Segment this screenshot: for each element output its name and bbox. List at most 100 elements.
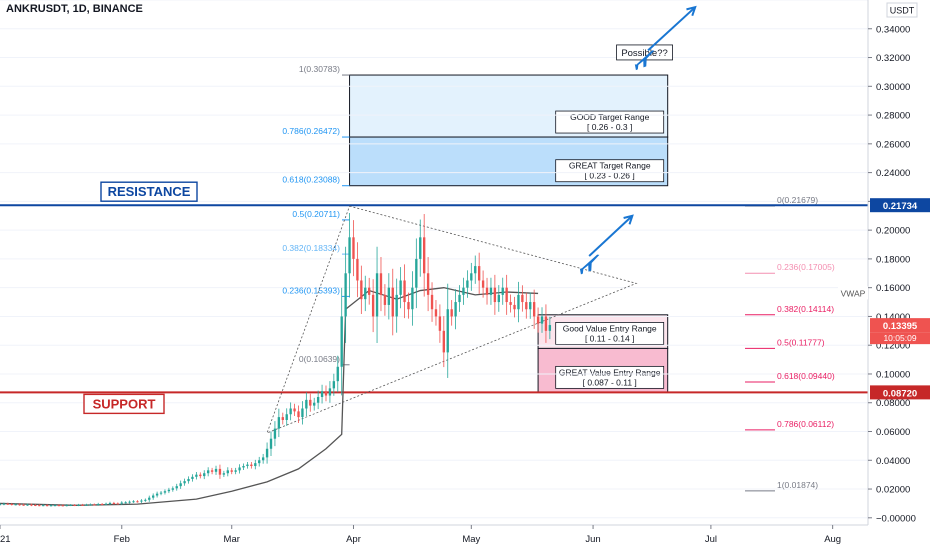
candle-body: [53, 505, 57, 507]
candle-body: [171, 488, 174, 490]
candle-body: [364, 287, 367, 300]
candle-body: [395, 294, 398, 317]
candle-body: [332, 381, 336, 389]
candle-body: [285, 414, 288, 420]
candle-body: [97, 504, 100, 505]
candle-body: [297, 411, 300, 418]
candle-body: [525, 302, 528, 310]
y-tick-label: 0.02000: [876, 485, 910, 496]
candle-body: [261, 457, 265, 461]
candle-body: [399, 280, 402, 295]
candle-body: [293, 408, 296, 412]
candle-body: [69, 505, 72, 507]
x-tick-label: Feb: [114, 534, 130, 545]
candle-body: [391, 287, 394, 317]
candle-body: [356, 258, 359, 281]
great-target-range-range: [ 0.23 - 0.26 ]: [585, 171, 635, 181]
candle-body: [38, 505, 41, 507]
arrow-head-icon: [623, 214, 634, 225]
y-tick-label: −0.00000: [876, 513, 916, 524]
fib-right-label: 0.236(0.17005): [777, 262, 835, 272]
support-label: SUPPORT: [93, 396, 156, 411]
candles-layer: [0, 213, 552, 507]
candle-body: [466, 280, 469, 288]
candle-body: [254, 463, 257, 467]
vwap-line: [0, 287, 539, 506]
triangle-layer: [266, 205, 638, 434]
candle-body: [411, 287, 414, 310]
candle-body: [45, 505, 49, 507]
candle-body: [536, 316, 540, 324]
candle-body: [2, 503, 6, 505]
currency-label: USDT: [890, 6, 915, 16]
candle-body: [489, 287, 493, 295]
price-tag: [870, 385, 930, 400]
vwap-layer: [0, 287, 539, 506]
candle-body: [116, 503, 120, 505]
x-tick-label: May: [462, 534, 480, 545]
fib-right-label: 0.786(0.06112): [777, 419, 834, 429]
candle-body: [340, 316, 343, 367]
fib-left-label: 0.382(0.18334): [282, 243, 340, 253]
candle-body: [222, 473, 226, 475]
candle-body: [438, 316, 442, 331]
fib-left-label: 0.5(0.20711): [292, 209, 340, 219]
vwap-tag-bg: [838, 286, 868, 300]
candle-body: [100, 504, 104, 505]
candle-body: [289, 408, 292, 415]
good-target-range-label-box: [555, 110, 665, 134]
y-tick-label: 0.18000: [876, 254, 910, 265]
resistance-label: RESISTANCE: [108, 184, 191, 199]
candle-body: [375, 273, 379, 317]
candle-body: [81, 504, 84, 506]
candle-body: [148, 497, 151, 500]
candle-body: [481, 280, 485, 288]
candle-body: [6, 503, 10, 505]
candle-body: [544, 316, 548, 331]
candle-body: [344, 273, 347, 317]
candle-body: [328, 388, 332, 396]
x-tick-label: Jul: [705, 534, 717, 545]
candle-body: [383, 294, 387, 305]
candle-body: [474, 266, 477, 274]
candle-body: [371, 294, 375, 317]
good-value-entry-range-title: Good Value Entry Range: [563, 323, 657, 333]
candle-body: [277, 417, 281, 429]
price-tag-label: 0.13395: [883, 321, 918, 332]
candle-body: [419, 237, 422, 259]
candle-body: [179, 483, 182, 487]
support-resistance-layer: RESISTANCE SUPPORT: [0, 181, 868, 415]
candle-body: [269, 438, 273, 449]
resistance-label-box: [100, 181, 198, 202]
candle-body: [26, 504, 29, 506]
y-tick-label: 0.14000: [876, 312, 910, 323]
candle-body: [532, 302, 536, 317]
candle-body: [89, 504, 92, 506]
candle-body: [124, 502, 127, 504]
candle-body: [34, 505, 37, 507]
candle-body: [281, 417, 284, 420]
annotations-layer: Possible??: [579, 5, 697, 275]
candle-body: [513, 304, 516, 310]
candle-body: [14, 504, 17, 506]
candle-body: [505, 287, 508, 303]
fib-left-label: 1(0.30783): [299, 64, 340, 74]
candle-body: [214, 468, 218, 472]
candle-body: [258, 460, 261, 464]
candle-body: [360, 280, 363, 300]
chart-title: ANKRUSDT, 1D, BINANCE: [6, 3, 143, 15]
candle-body: [509, 302, 512, 305]
candle-body: [426, 273, 430, 295]
candle-body: [379, 273, 383, 295]
candle-body: [22, 504, 25, 506]
great-value-entry-range-label-box: [555, 365, 665, 389]
candle-body: [477, 266, 481, 281]
fib-right-label: 0(0.21679): [777, 195, 818, 205]
y-tick-label: 0.16000: [876, 283, 910, 294]
candle-body: [49, 505, 53, 507]
x-tick-label: Apr: [346, 534, 361, 545]
y-tick-label: 0.08000: [876, 398, 910, 409]
candle-body: [112, 502, 116, 504]
